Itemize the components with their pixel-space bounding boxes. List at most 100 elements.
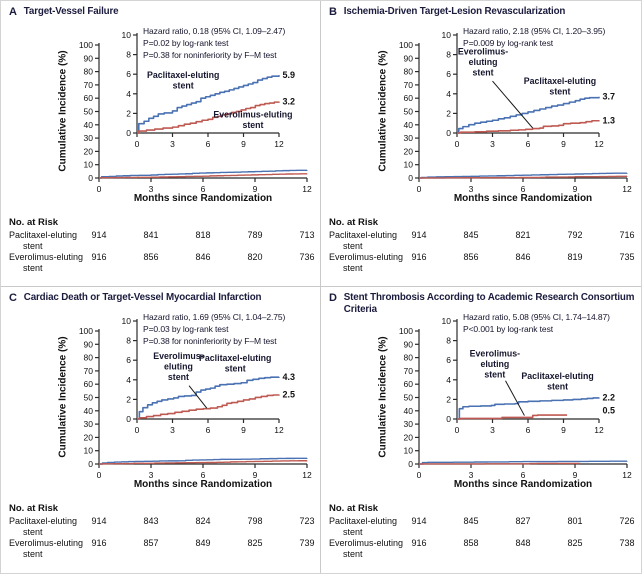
risk-value: 848 [515,538,531,548]
risk-value: 819 [567,252,583,262]
panel-letter: C [9,292,17,304]
stats-annotation: Hazard ratio, 5.08 (95% CI, 1.74–14.87) … [463,312,610,336]
y-tick-label: 60 [404,93,414,103]
risk-value: 846 [195,252,211,262]
y-tick-label: 40 [404,406,414,416]
label-leader-line [492,80,534,129]
x-tick-label: 12 [622,184,632,194]
y-tick-label: 6 [446,355,451,365]
curve-everolimus [457,414,568,420]
y-tick-label: 60 [84,93,94,103]
x-tick-label: 3 [490,139,495,149]
risk-row-label: Paclitaxel-eluting stent [329,516,398,537]
y-tick-label: 8 [126,50,131,60]
label-leader-line [188,385,208,409]
y-tick-label: 70 [404,80,414,90]
x-tick-label: 3 [170,425,175,435]
y-tick-label: 60 [404,379,414,389]
panel-letter: A [9,6,17,18]
curve-label: stent [173,81,194,91]
risk-row-everolimus: Everolimus-eluting stent 916 856 846 819 … [321,252,641,274]
y-tick-label: 30 [84,419,94,429]
panel-b-target-lesion-revascularization: B Ischemia-Driven Target-Lesion Revascul… [321,1,641,287]
y-tick-label: 80 [404,353,414,363]
risk-value: 914 [91,516,107,526]
y-tick-label: 8 [446,50,451,60]
curve-label: Paclitaxel-eluting [147,70,219,80]
risk-row-paclitaxel: Paclitaxel-eluting stent 914 845 827 801 … [321,516,641,538]
risk-row-label: Paclitaxel-eluting stent [329,230,398,251]
x-tick-label: 3 [469,184,474,194]
curve-everolimus [137,101,280,134]
risk-value: 821 [515,230,531,240]
risk-row-everolimus: Everolimus-eluting stent 916 858 848 825 … [321,538,641,560]
y-tick-label: 8 [126,336,131,346]
x-tick-label: 0 [417,470,422,480]
curve-end-value: 2.5 [283,390,296,400]
y-tick-label: 2 [446,108,451,118]
y-tick-label: 80 [84,353,94,363]
panel-title-line1: Target-Vessel Failure [23,6,119,17]
curve-paclitaxel [457,96,600,134]
x-tick-label: 0 [97,470,102,480]
label-leader-line [505,380,525,416]
y-tick-label: 2 [446,394,451,404]
risk-value: 916 [411,252,427,262]
curve-everolimus [457,119,600,134]
x-tick-label: 6 [206,139,211,149]
y-tick-label: 50 [84,107,94,117]
panel-title-line1: Ischemia-Driven Target-Lesion Revascular… [343,6,566,17]
y-tick-label: 10 [442,30,452,40]
curve-label: stent [547,381,568,391]
p-value-line: P=0.009 by log-rank test [463,37,553,48]
risk-value: 914 [411,516,427,526]
y-tick-label: 70 [84,366,94,376]
y-tick-label: 6 [446,69,451,79]
panel-title: A Target-Vessel Failure [9,6,119,19]
curve-label: Paclitaxel-eluting [524,76,596,86]
x-tick-label: 12 [302,470,312,480]
y-tick-label: 10 [122,316,132,326]
no-at-risk-header: No. at Risk [329,217,379,228]
panel-title-line1: Stent Thrombosis According to Academic R… [343,292,635,303]
x-tick-label: 9 [241,425,246,435]
curve-end-value: 5.9 [283,70,296,80]
risk-value: 914 [91,230,107,240]
y-tick-label: 100 [79,40,93,50]
risk-value: 845 [463,516,479,526]
y-tick-label: 80 [84,67,94,77]
curve-label: stent [549,87,570,97]
risk-value: 825 [247,538,263,548]
x-tick-label: 6 [201,184,206,194]
risk-row-everolimus: Everolimus-eluting stent 916 856 846 820 … [1,252,320,274]
panel-title-text: Cardiac Death or Target-Vessel Myocardia… [24,292,262,305]
risk-value: 827 [515,516,531,526]
x-tick-label: 12 [594,139,604,149]
panel-title: C Cardiac Death or Target-Vessel Myocard… [9,292,262,305]
y-tick-label: 4 [446,89,451,99]
curve-label: eluting [480,359,509,369]
risk-value: 713 [299,230,315,240]
x-tick-label: 3 [170,139,175,149]
risk-row-paclitaxel: Paclitaxel-eluting stent 914 841 818 789 … [1,230,320,252]
panel-title: B Ischemia-Driven Target-Lesion Revascul… [329,6,565,19]
stats-annotation: Hazard ratio, 1.69 (95% CI, 1.04–2.75) P… [143,312,285,348]
risk-row-label: Everolimus-eluting stent [9,538,84,559]
y-tick-label: 30 [404,133,414,143]
risk-value: 716 [619,230,635,240]
risk-value: 856 [143,252,159,262]
curve-paclitaxel [99,457,308,465]
y-tick-label: 6 [126,355,131,365]
panel-letter: B [329,6,337,18]
curve-end-value: 4.3 [283,372,296,382]
y-tick-label: 50 [404,393,414,403]
y-tick-label: 0 [408,459,413,469]
risk-value: 801 [567,516,583,526]
y-tick-label: 100 [79,326,93,336]
